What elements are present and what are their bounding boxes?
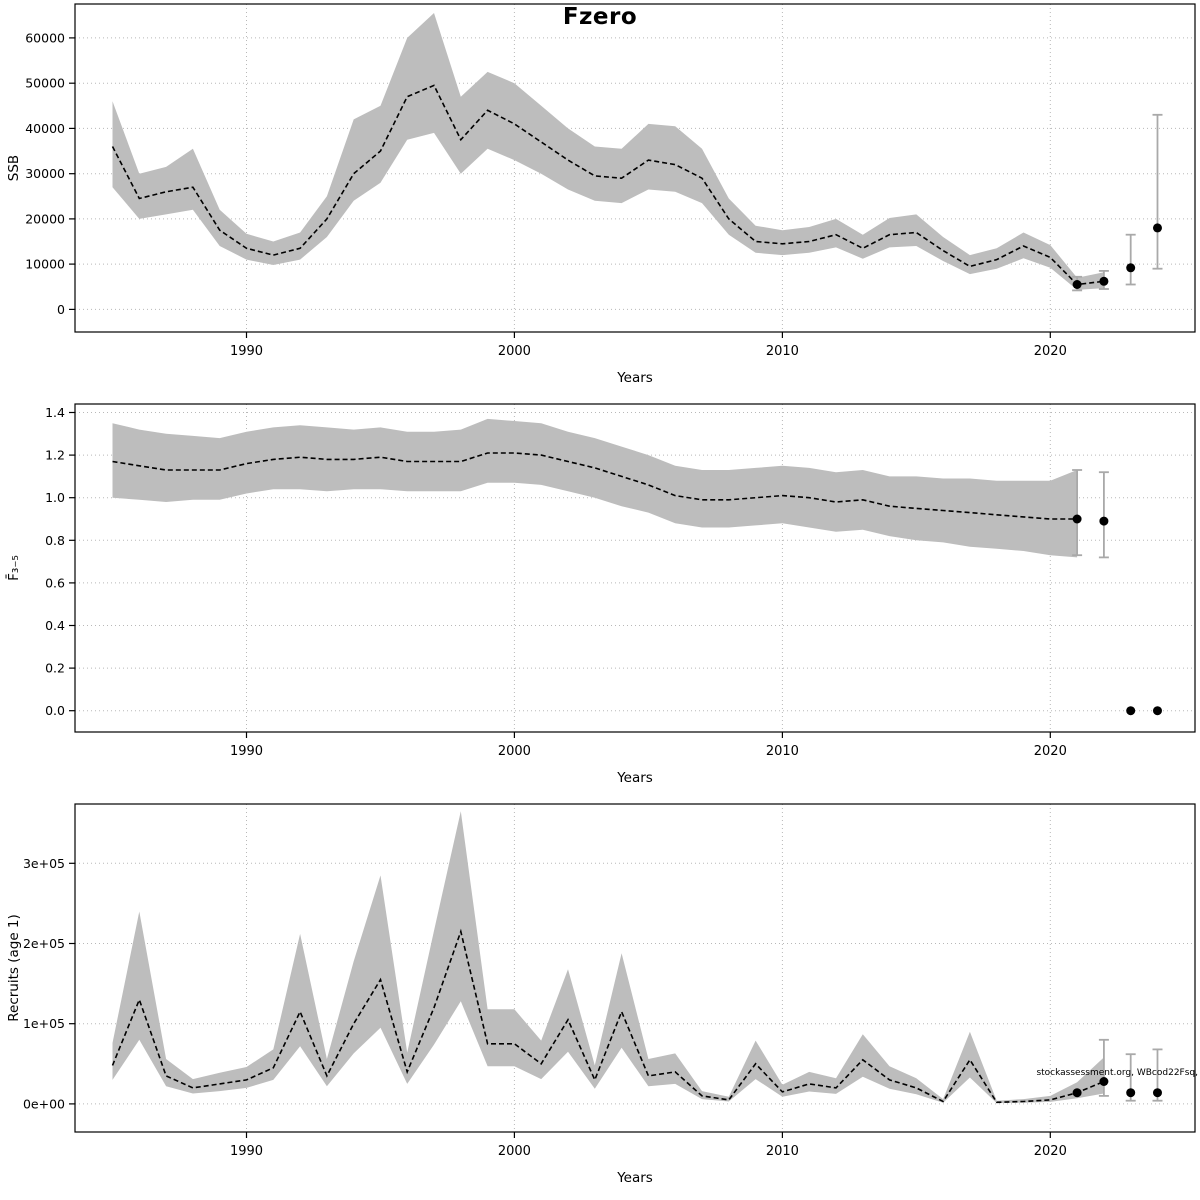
svg-text:2010: 2010 xyxy=(766,744,799,759)
svg-text:0e+00: 0e+00 xyxy=(23,1096,65,1111)
svg-text:1990: 1990 xyxy=(230,1144,263,1159)
svg-text:2010: 2010 xyxy=(766,344,799,359)
fbar-panel: 0.0 0.2 0.4 0.6 0.8 1.0 1.2 1.4 1990 2000 2010 2020… xyxy=(0,400,1200,800)
svg-text:3e+05: 3e+05 xyxy=(23,856,65,871)
svg-text:1e+05: 1e+05 xyxy=(23,1016,65,1031)
svg-text:1990: 1990 xyxy=(230,744,263,759)
svg-text:2020: 2020 xyxy=(1034,1144,1067,1159)
recruits-panel: 0e+00 1e+05 2e+05 3e+05 1990 2000 2010 2020 Year… xyxy=(0,800,1200,1200)
svg-text:2000: 2000 xyxy=(498,1144,531,1159)
ssb-chart: 0 10000 20000 30000 40000 50000 60000 1990 2000 2… xyxy=(6,3,1196,386)
svg-text:1990: 1990 xyxy=(230,344,263,359)
svg-text:10000: 10000 xyxy=(25,257,65,272)
svg-text:2000: 2000 xyxy=(498,344,531,359)
svg-text:2020: 2020 xyxy=(1034,344,1067,359)
svg-text:Years: Years xyxy=(616,370,653,386)
svg-text:1.2: 1.2 xyxy=(45,448,65,463)
svg-text:Years: Years xyxy=(616,770,653,786)
svg-text:1.4: 1.4 xyxy=(45,405,65,420)
svg-text:0.2: 0.2 xyxy=(45,661,65,676)
svg-text:SSB: SSB xyxy=(6,155,22,181)
svg-text:0.0: 0.0 xyxy=(45,703,65,718)
svg-text:Years: Years xyxy=(616,1170,653,1186)
recruits-chart: 0e+00 1e+05 2e+05 3e+05 1990 2000 2010 2020 Year… xyxy=(6,803,1196,1186)
ssb-panel: 0 10000 20000 30000 40000 50000 60000 1990 2000 2… xyxy=(0,0,1200,400)
svg-text:0.8: 0.8 xyxy=(45,533,65,548)
svg-text:F̄₃₋₅: F̄₃₋₅ xyxy=(5,555,22,581)
page-title: Fzero xyxy=(562,4,638,30)
svg-text:0.4: 0.4 xyxy=(45,618,65,633)
svg-text:40000: 40000 xyxy=(25,121,65,136)
svg-text:20000: 20000 xyxy=(25,211,65,226)
svg-text:0.6: 0.6 xyxy=(45,575,65,590)
svg-text:50000: 50000 xyxy=(25,76,65,91)
svg-text:0: 0 xyxy=(57,302,65,317)
svg-text:2e+05: 2e+05 xyxy=(23,936,65,951)
svg-text:2020: 2020 xyxy=(1034,744,1067,759)
svg-text:60000: 60000 xyxy=(25,30,65,45)
svg-text:Recruits (age 1): Recruits (age 1) xyxy=(6,914,22,1022)
fbar-chart: 0.0 0.2 0.4 0.6 0.8 1.0 1.2 1.4 1990 2000 2010 2020… xyxy=(5,403,1196,786)
svg-text:2010: 2010 xyxy=(766,1144,799,1159)
watermark: stockassessment.org, WBcod22Fsq, xyxy=(1036,1068,1198,1078)
svg-text:2000: 2000 xyxy=(498,744,531,759)
svg-text:30000: 30000 xyxy=(25,166,65,181)
svg-text:1.0: 1.0 xyxy=(45,490,65,505)
